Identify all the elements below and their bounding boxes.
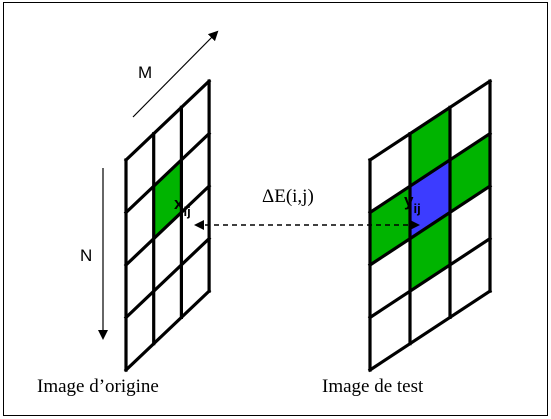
test-grid-row-line	[367, 288, 493, 373]
delta-e-label: ΔE(i,j)	[262, 186, 314, 207]
n-axis-label: N	[80, 246, 92, 265]
origin-grid-row-line	[123, 183, 212, 268]
test-grid-row-line	[367, 78, 493, 163]
test-highlight-cell	[410, 159, 450, 239]
origin-caption: Image d’origine	[37, 376, 159, 397]
test-grid-row-line	[367, 236, 493, 320]
y-ij-label: yij	[404, 191, 421, 216]
origin-image-grid	[123, 78, 212, 373]
origin-grid-row-line	[123, 78, 212, 163]
test-image-grid	[367, 78, 493, 373]
test-grid-row-line	[367, 131, 493, 215]
m-axis-label: M	[138, 63, 152, 82]
origin-grid-row-line	[123, 288, 212, 373]
x-ij-label: xij	[174, 194, 191, 219]
origin-highlight-cell	[153, 159, 182, 239]
test-highlight-cell	[450, 133, 490, 213]
origin-grid-row-line	[123, 131, 212, 215]
test-highlight-cell	[410, 212, 450, 292]
test-highlight-cell	[410, 107, 450, 187]
test-grid-row-line	[367, 183, 493, 268]
m-axis-arrow	[132, 30, 219, 118]
test-caption: Image de test	[322, 376, 424, 397]
origin-grid-row-line	[123, 236, 212, 320]
